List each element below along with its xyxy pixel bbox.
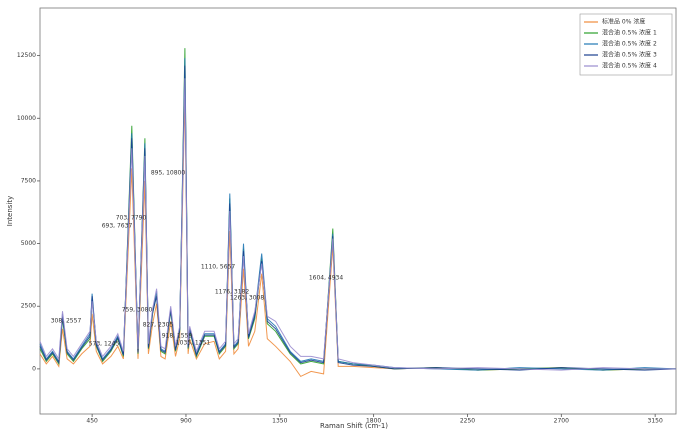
- legend-label: 混合油 0.5% 浓度 3: [602, 51, 657, 59]
- x-tick-label: 1350: [272, 418, 287, 425]
- y-tick-label: 7500: [21, 177, 36, 184]
- series-line: [39, 93, 676, 378]
- y-tick-label: 5000: [21, 240, 36, 247]
- y-axis-label: Intensity: [6, 196, 14, 226]
- x-axis-label: Raman Shift (cm-1): [320, 422, 388, 430]
- y-tick-label: 12500: [17, 52, 36, 59]
- annotation: 693, 7637: [102, 223, 133, 230]
- annotation: 1604, 4934: [309, 275, 344, 282]
- plot-frame: [39, 7, 677, 415]
- annotation: 1176, 3182: [215, 289, 250, 296]
- x-tick-label: 2250: [460, 418, 475, 425]
- series-line: [39, 78, 676, 371]
- annotation: 573, 1245: [89, 341, 120, 348]
- annotation: 703, 7790: [116, 215, 147, 222]
- annotation: 759, 3080: [122, 307, 153, 314]
- legend-label: 混合油 0.5% 浓度 2: [602, 40, 657, 48]
- annotation: 1035, 1351: [176, 340, 211, 347]
- annotation: 308, 2557: [51, 318, 82, 325]
- annotation: 827, 2305: [143, 322, 174, 329]
- series-line: [39, 48, 676, 371]
- legend-label: 标准品 0% 浓度: [602, 18, 645, 26]
- y-tick-label: 2500: [21, 303, 36, 310]
- x-tick-label: 3150: [648, 418, 663, 425]
- x-tick-label: 900: [180, 418, 192, 425]
- annotation: 1110, 5657: [201, 264, 236, 271]
- x-tick-label: 450: [86, 418, 98, 425]
- y-tick-label: 10000: [17, 115, 36, 122]
- annotation: 918, 1559: [162, 333, 193, 340]
- annotation: 895, 10800: [151, 170, 186, 177]
- x-tick-label: 2700: [554, 418, 569, 425]
- x-tick-label: 1800: [366, 418, 381, 425]
- annotation: 1263, 3008: [230, 295, 265, 302]
- legend-label: 混合油 0.5% 浓度 4: [602, 62, 657, 70]
- legend-label: 混合油 0.5% 浓度 1: [602, 29, 657, 37]
- y-tick-label: 0: [32, 365, 36, 372]
